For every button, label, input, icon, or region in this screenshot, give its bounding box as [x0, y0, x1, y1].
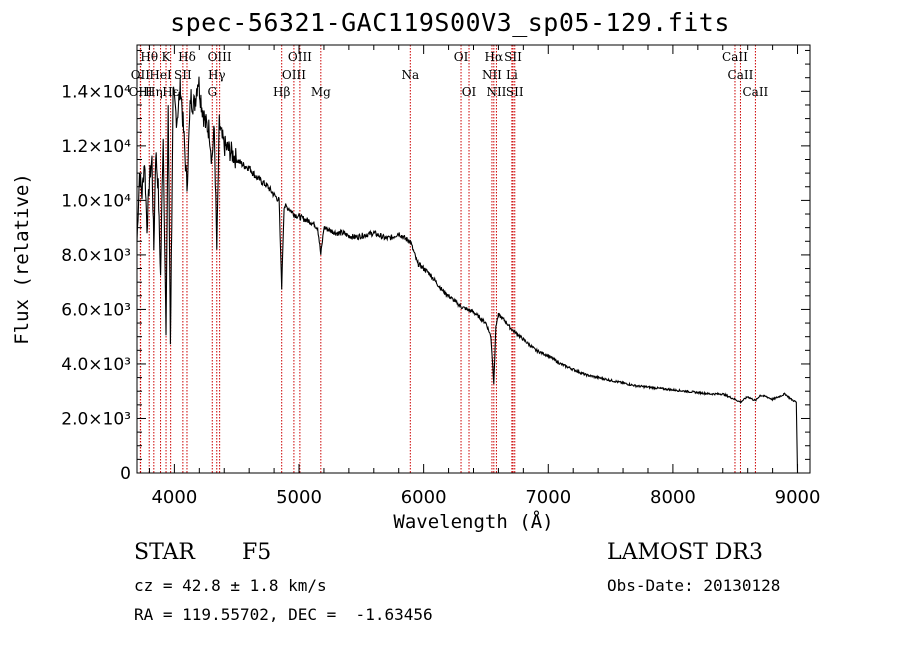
- line-marker-label: Hβ: [273, 85, 290, 99]
- line-marker-label: Hδ: [178, 50, 196, 64]
- spectrum-line: [136, 76, 799, 474]
- line-marker-label: OIII: [129, 85, 153, 99]
- survey-name: LAMOST DR3: [607, 540, 763, 565]
- x-tick-label: 5000: [276, 487, 322, 508]
- line-marker-label: NII: [486, 85, 506, 99]
- line-marker-label: HeI: [149, 68, 172, 82]
- line-marker-label: CaII: [722, 50, 748, 64]
- line-marker-label: Hα: [485, 50, 504, 64]
- x-tick-label: 7000: [525, 487, 571, 508]
- object-class: STAR: [134, 540, 195, 565]
- line-marker-label: OII: [131, 68, 151, 82]
- line-marker-label: SII: [506, 85, 524, 99]
- line-marker-label: Li: [506, 68, 518, 82]
- line-marker-label: SII: [174, 68, 192, 82]
- x-tick-label: 4000: [151, 487, 197, 508]
- x-axis-label: Wavelength (Å): [393, 510, 553, 533]
- redshift-text: cz = 42.8 ± 1.8 km/s: [134, 576, 327, 595]
- line-marker-label: SII: [504, 50, 522, 64]
- y-tick-label: 8.0×10³: [61, 246, 131, 266]
- line-marker-label: CaII: [742, 85, 768, 99]
- obs-date: Obs-Date: 20130128: [607, 576, 781, 595]
- y-tick-label: 6.0×10³: [61, 300, 131, 320]
- line-marker-label: OI: [454, 50, 469, 64]
- y-axis-label: Flux (relative): [11, 173, 33, 345]
- x-tick-label: 9000: [775, 487, 821, 508]
- line-marker-label: OIII: [208, 50, 232, 64]
- object-subclass: F5: [242, 540, 272, 565]
- line-marker-label: OIII: [282, 68, 306, 82]
- line-marker-label: Hε: [162, 85, 179, 99]
- line-marker-label: K: [162, 50, 172, 64]
- line-marker-label: CaII: [728, 68, 754, 82]
- y-axis-ticks: 0 2.0×10³ 4.0×10³ 6.0×10³ 8.0×10³ 1.0×10⁴ 1.2×…: [61, 49, 810, 484]
- chart-title: spec-56321-GAC119S00V3_sp05-129.fits: [170, 8, 730, 37]
- y-tick-label: 1.4×10⁴: [61, 82, 131, 102]
- line-marker-label: Hγ: [208, 68, 226, 82]
- x-axis-ticks: 4000 5000 6000 7000 8000 9000: [148, 45, 821, 508]
- line-marker-label: Hη: [145, 85, 163, 99]
- y-tick-label: 0: [120, 464, 131, 484]
- line-marker-label: NII: [482, 68, 502, 82]
- line-marker-label: OI: [462, 85, 477, 99]
- line-marker-group: [139, 45, 756, 473]
- line-marker-label: Na: [401, 68, 419, 82]
- line-marker-label: G: [207, 85, 217, 99]
- x-tick-label: 8000: [650, 487, 696, 508]
- y-tick-label: 4.0×10³: [61, 355, 131, 375]
- line-marker-label: OIII: [288, 50, 312, 64]
- line-marker-label: Hθ: [140, 50, 158, 64]
- x-tick-label: 6000: [401, 487, 447, 508]
- y-tick-label: 2.0×10³: [61, 409, 131, 429]
- line-marker-label: Mg: [311, 85, 331, 99]
- y-tick-label: 1.0×10⁴: [61, 191, 131, 211]
- y-tick-label: 1.2×10⁴: [61, 137, 131, 157]
- coordinates: RA = 119.55702, DEC = -1.63456: [134, 605, 433, 624]
- plot-frame: [136, 44, 811, 474]
